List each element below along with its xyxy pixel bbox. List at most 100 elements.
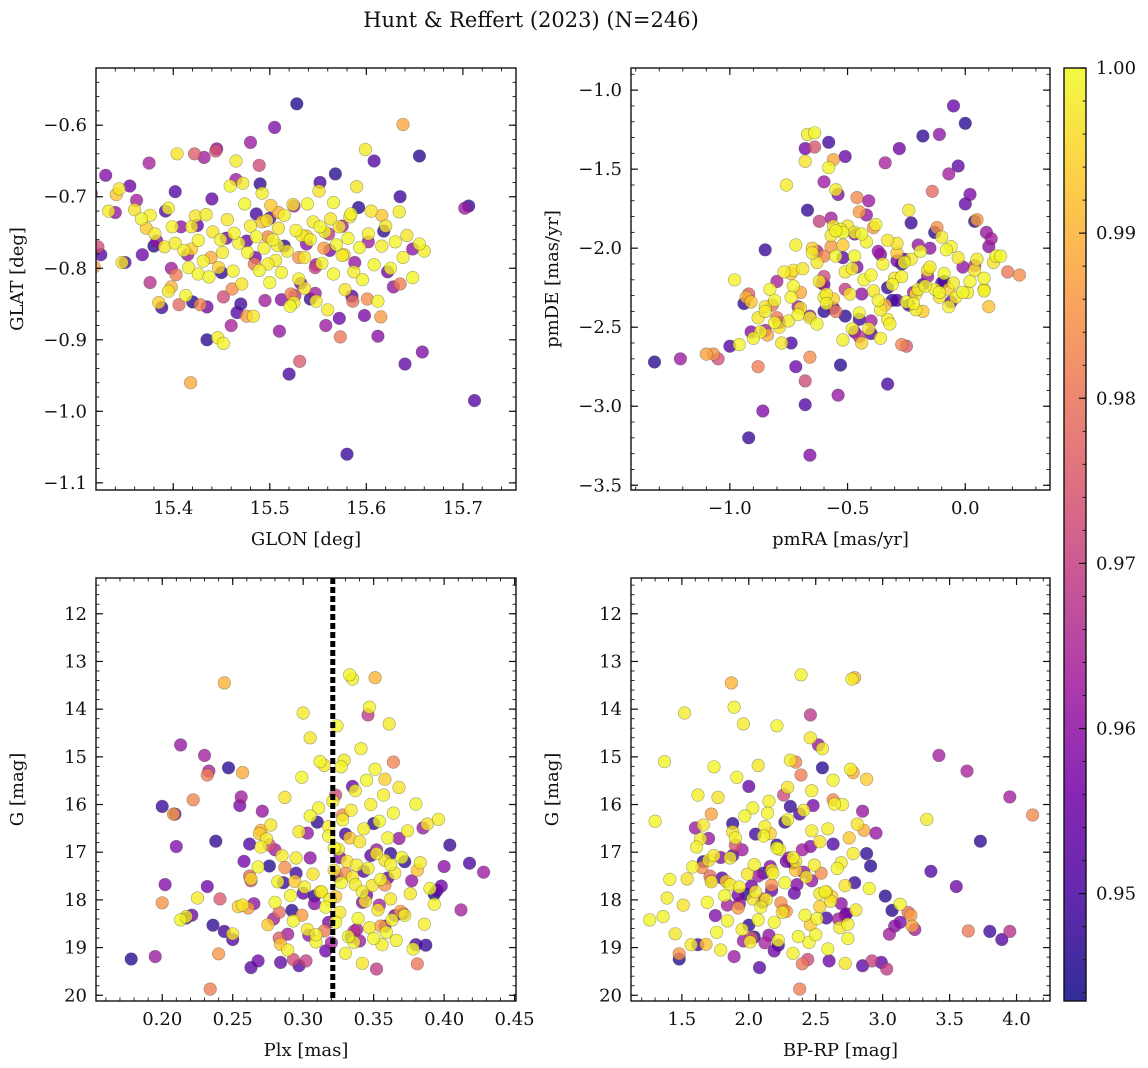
data-point: [782, 314, 796, 328]
data-point: [388, 235, 402, 249]
data-point: [951, 159, 965, 173]
data-point: [942, 167, 956, 181]
data-point: [343, 668, 357, 682]
data-point: [434, 879, 448, 893]
data-point: [842, 831, 856, 845]
data-point: [826, 773, 840, 787]
data-point: [174, 738, 188, 752]
y-tick-label: 16: [64, 795, 87, 816]
data-point: [963, 187, 977, 201]
x-axis-label: BP-RP [mag]: [783, 1040, 898, 1061]
data-point: [174, 913, 188, 927]
y-tick-label: 18: [64, 890, 87, 911]
data-point: [932, 127, 947, 141]
data-point: [332, 311, 346, 325]
data-point: [383, 261, 398, 275]
data-point: [859, 772, 874, 786]
data-point: [859, 846, 874, 861]
x-axis-label: GLON [deg]: [251, 529, 361, 550]
data-point: [810, 317, 824, 331]
data-point: [822, 161, 836, 175]
data-point: [412, 237, 427, 251]
y-tick-label: −3.5: [578, 475, 622, 496]
data-point: [822, 954, 836, 968]
axes-frame: [95, 67, 517, 491]
x-tick-label: 2.5: [801, 1009, 830, 1030]
data-point: [152, 296, 166, 310]
data-point: [212, 261, 226, 275]
data-point: [338, 283, 352, 297]
data-point: [379, 925, 393, 939]
data-point: [742, 779, 756, 794]
data-point: [752, 960, 767, 975]
data-point: [258, 293, 272, 308]
data-point: [143, 276, 157, 290]
data-point: [272, 324, 287, 338]
data-point: [846, 846, 860, 861]
y-tick-label: 19: [64, 938, 87, 959]
data-point: [827, 797, 842, 811]
data-point: [742, 431, 756, 445]
data-point: [374, 310, 388, 324]
data-point: [727, 949, 741, 964]
data-point: [803, 708, 818, 722]
y-tick-label: 20: [64, 985, 87, 1006]
axes-frame: [630, 577, 1051, 1002]
data-point: [226, 927, 240, 941]
data-point: [353, 835, 367, 849]
data-point: [271, 875, 285, 889]
data-point: [274, 955, 288, 970]
data-point: [977, 284, 991, 298]
data-point: [780, 780, 795, 795]
data-point: [286, 914, 300, 928]
y-tick-label: 17: [599, 842, 622, 863]
data-point: [278, 790, 292, 805]
data-point: [289, 851, 303, 865]
data-point: [748, 885, 763, 899]
data-point: [303, 851, 317, 865]
data-point: [855, 287, 869, 301]
data-point: [400, 228, 414, 242]
data-point: [213, 892, 227, 906]
data-point: [392, 205, 406, 219]
data-point: [255, 186, 269, 200]
data-point: [704, 807, 718, 821]
data-point: [46, 167, 59, 180]
data-point: [341, 929, 355, 944]
data-point: [942, 300, 956, 314]
data-point: [711, 790, 725, 805]
data-point: [278, 860, 292, 875]
data-point: [314, 885, 329, 899]
data-point: [795, 957, 809, 971]
y-tick-label: −0.8: [43, 258, 87, 279]
data-point: [82, 243, 95, 256]
data-point: [34, 218, 47, 231]
data-point: [367, 154, 381, 168]
data-point: [321, 303, 335, 317]
data-point: [423, 881, 437, 896]
data-point: [746, 331, 761, 345]
y-tick-label: 13: [64, 651, 87, 672]
data-point: [420, 817, 434, 831]
data-point: [329, 238, 344, 252]
data-point: [893, 897, 907, 911]
data-point: [735, 922, 749, 937]
data-point: [358, 142, 373, 157]
data-point: [243, 135, 258, 149]
data-point: [355, 273, 370, 287]
data-point: [869, 826, 883, 840]
data-point: [368, 671, 382, 685]
data-point: [794, 768, 808, 782]
data-point: [847, 249, 862, 263]
data-point: [332, 220, 346, 234]
panel-plx-g: 0.20 0.25 0.30 0.35 0.40 0.45 12 13 14 15 16 17 18 19…: [7, 577, 535, 1061]
data-point: [326, 267, 341, 281]
y-tick-label: −3.0: [578, 396, 622, 417]
x-tick-label: 0.25: [213, 1009, 253, 1030]
data-point: [369, 846, 384, 861]
data-point: [643, 913, 657, 927]
data-point: [99, 168, 113, 182]
data-point: [876, 257, 890, 271]
data-point: [760, 806, 775, 820]
data-point: [288, 874, 302, 888]
